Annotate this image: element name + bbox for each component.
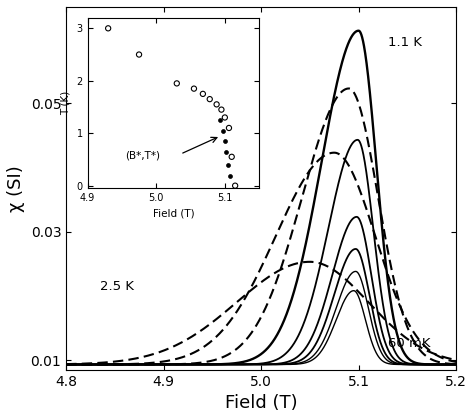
Y-axis label: χ (SI): χ (SI)	[7, 165, 25, 212]
X-axis label: Field (T): Field (T)	[225, 394, 297, 412]
Text: 60 mK: 60 mK	[388, 337, 430, 350]
Text: 2.5 K: 2.5 K	[100, 280, 134, 293]
Text: 1.1 K: 1.1 K	[388, 36, 422, 49]
